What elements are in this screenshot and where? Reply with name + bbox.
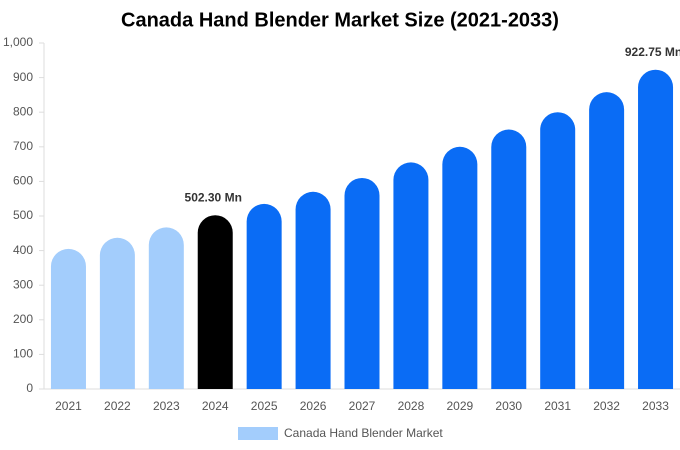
x-tick-label: 2031 — [544, 399, 571, 413]
x-tick-label: 2032 — [593, 399, 620, 413]
x-tick-label: 2021 — [55, 399, 82, 413]
y-tick-label: 600 — [13, 174, 33, 188]
chart-title: Canada Hand Blender Market Size (2021-20… — [121, 9, 559, 31]
bar — [295, 191, 331, 389]
y-tick-label: 200 — [13, 312, 33, 326]
bar — [540, 112, 576, 389]
y-tick-label: 800 — [13, 104, 33, 118]
x-tick-label: 2027 — [349, 399, 376, 413]
x-tick-label: 2029 — [446, 399, 473, 413]
x-tick-label: 2028 — [398, 399, 425, 413]
y-tick-label: 0 — [26, 381, 33, 395]
y-tick-label: 700 — [13, 139, 33, 153]
bar — [148, 227, 184, 389]
x-tick-label: 2024 — [202, 399, 229, 413]
legend-swatch — [238, 427, 278, 440]
x-tick-label: 2033 — [642, 399, 669, 413]
x-tick-label: 2025 — [251, 399, 278, 413]
x-tick-label: 2023 — [153, 399, 180, 413]
bar — [344, 177, 380, 389]
bar — [393, 162, 429, 389]
y-tick-label: 500 — [13, 208, 33, 222]
y-tick-label: 1,000 — [3, 35, 33, 49]
x-tick-label: 2030 — [495, 399, 522, 413]
y-tick-label: 100 — [13, 347, 33, 361]
y-tick-label: 400 — [13, 243, 33, 257]
y-tick-label: 300 — [13, 277, 33, 291]
bar — [589, 92, 625, 389]
x-tick-label: 2026 — [300, 399, 327, 413]
bar — [50, 248, 86, 389]
x-tick-label: 2022 — [104, 399, 131, 413]
bar — [246, 203, 282, 389]
bar — [491, 129, 527, 389]
y-tick-label: 900 — [13, 70, 33, 84]
legend-label: Canada Hand Blender Market — [284, 426, 443, 440]
bar — [638, 69, 674, 389]
value-label: 922.75 Mn — [625, 45, 680, 59]
value-label: 502.30 Mn — [185, 190, 242, 204]
bar — [197, 215, 233, 389]
bar — [99, 237, 135, 389]
bar — [442, 146, 478, 389]
